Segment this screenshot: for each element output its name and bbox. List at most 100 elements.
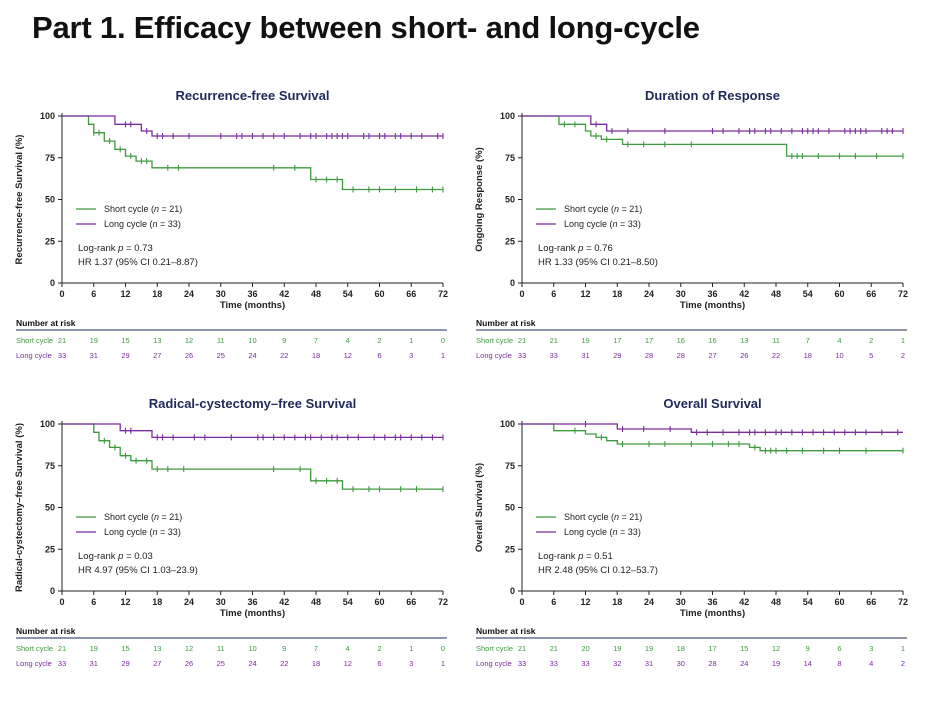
chart-title: Duration of Response [645, 88, 780, 103]
risk-count: 2 [377, 336, 381, 345]
x-tick-label: 60 [374, 289, 384, 299]
risk-count: 2 [377, 644, 381, 653]
x-tick-label: 36 [247, 289, 257, 299]
risk-count: 6 [377, 351, 381, 360]
log-rank-text: Log-rank p = 0.03 [78, 551, 153, 562]
risk-count: 1 [409, 336, 413, 345]
risk-count: 11 [217, 644, 225, 653]
km-chart-svg: Radical-cystectomy–free Survival 0 25 50 75 1… [14, 396, 448, 668]
risk-count: 4 [346, 644, 350, 653]
x-tick-label: 36 [707, 597, 717, 607]
x-tick-label: 60 [834, 289, 844, 299]
risk-count: 18 [677, 644, 685, 653]
risk-row-label: Long cycle [16, 351, 52, 360]
risk-count: 7 [314, 336, 318, 345]
risk-count: 29 [121, 351, 129, 360]
x-tick-label: 48 [771, 289, 781, 299]
x-tick-label: 72 [438, 597, 448, 607]
risk-count: 33 [58, 351, 66, 360]
y-tick-label: 25 [505, 544, 515, 554]
short-cycle-curve [62, 115, 443, 191]
risk-count: 0 [441, 336, 445, 345]
risk-count: 29 [613, 351, 621, 360]
risk-count: 28 [677, 351, 685, 360]
x-axis-title: Time (months) [220, 300, 285, 311]
x-tick-label: 66 [866, 597, 876, 607]
risk-count: 32 [613, 659, 621, 668]
risk-count: 27 [708, 351, 716, 360]
x-tick-label: 24 [184, 289, 194, 299]
risk-count: 1 [901, 644, 905, 653]
risk-count: 21 [550, 336, 558, 345]
risk-count: 18 [804, 351, 812, 360]
risk-count: 6 [837, 644, 841, 653]
long-cycle-curve [522, 115, 903, 132]
y-tick-label: 50 [45, 503, 55, 513]
y-axis-title: Ongoing Response (%) [474, 147, 485, 252]
risk-count: 26 [740, 351, 748, 360]
risk-count: 15 [121, 336, 129, 345]
risk-count: 9 [806, 644, 810, 653]
risk-count: 27 [153, 351, 161, 360]
x-tick-label: 12 [580, 289, 590, 299]
risk-count: 13 [740, 336, 748, 345]
x-tick-label: 18 [152, 597, 162, 607]
x-tick-label: 66 [406, 289, 416, 299]
x-tick-label: 48 [771, 597, 781, 607]
x-tick-label: 12 [120, 597, 130, 607]
x-tick-label: 42 [279, 597, 289, 607]
panel-recurrence-free-survival: Recurrence-free Survival 0 25 50 75 100 0 6 12 18… [8, 80, 458, 380]
risk-count: 11 [772, 336, 780, 345]
legend-entry: Short cycle (n = 21) [104, 204, 182, 214]
risk-count: 16 [677, 336, 685, 345]
x-tick-label: 48 [311, 289, 321, 299]
risk-count: 33 [58, 659, 66, 668]
risk-count: 15 [740, 644, 748, 653]
risk-row-label: Short cycle [16, 644, 53, 653]
risk-count: 3 [869, 644, 873, 653]
risk-count: 29 [121, 659, 129, 668]
risk-count: 12 [772, 644, 780, 653]
x-tick-label: 42 [739, 597, 749, 607]
risk-count: 1 [441, 659, 445, 668]
y-axis-title: Recurrence-free Survival (%) [14, 135, 25, 265]
x-tick-label: 0 [59, 597, 64, 607]
risk-count: 6 [377, 659, 381, 668]
x-tick-label: 30 [676, 289, 686, 299]
risk-count: 28 [708, 659, 716, 668]
y-tick-label: 0 [50, 278, 55, 288]
risk-count: 31 [90, 351, 98, 360]
risk-count: 10 [248, 336, 256, 345]
risk-row-label: Long cycle [476, 659, 512, 668]
risk-count: 10 [835, 351, 843, 360]
y-tick-label: 25 [505, 236, 515, 246]
risk-count: 12 [185, 644, 193, 653]
slide-title: Part 1. Efficacy between short- and long… [32, 10, 700, 45]
risk-count: 1 [901, 336, 905, 345]
risk-count: 21 [518, 644, 526, 653]
x-tick-label: 12 [580, 597, 590, 607]
risk-count: 17 [708, 644, 716, 653]
risk-count: 33 [550, 659, 558, 668]
risk-count: 26 [185, 659, 193, 668]
risk-count: 2 [869, 336, 873, 345]
risk-count: 0 [441, 644, 445, 653]
x-tick-label: 36 [707, 289, 717, 299]
x-tick-label: 72 [898, 597, 908, 607]
y-tick-label: 0 [510, 586, 515, 596]
risk-count: 4 [869, 659, 873, 668]
risk-count: 3 [409, 659, 413, 668]
risk-count: 22 [280, 659, 288, 668]
y-axis-title: Radical-cystectomy–free Survival (%) [14, 423, 25, 592]
x-tick-label: 30 [676, 597, 686, 607]
x-tick-label: 54 [343, 289, 353, 299]
risk-count: 25 [217, 659, 225, 668]
risk-count: 9 [282, 644, 286, 653]
legend-entry: Long cycle (n = 33) [104, 527, 181, 537]
x-tick-label: 60 [834, 597, 844, 607]
x-tick-label: 54 [343, 597, 353, 607]
risk-count: 28 [645, 351, 653, 360]
y-tick-label: 50 [45, 195, 55, 205]
